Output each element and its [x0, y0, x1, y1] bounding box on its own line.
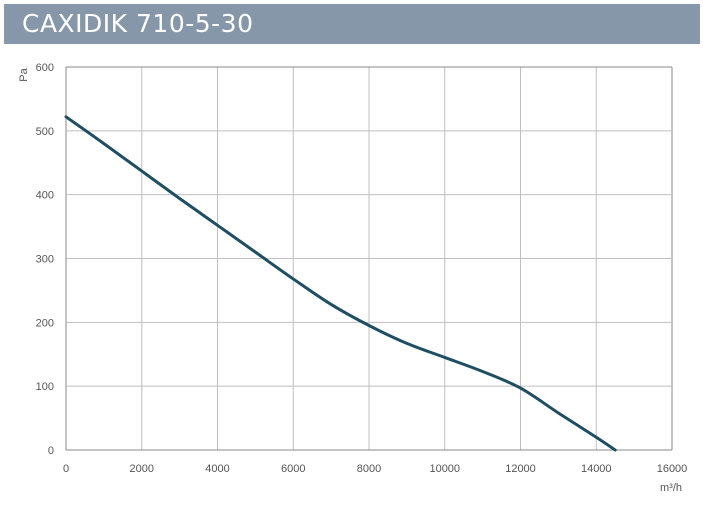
- y-tick-label: 500: [36, 126, 54, 138]
- y-tick-label: 600: [36, 62, 54, 74]
- x-tick-label: 6000: [281, 463, 305, 475]
- x-tick-label: 12000: [505, 463, 536, 475]
- x-tick-label: 2000: [130, 463, 154, 475]
- y-tick-label: 100: [36, 381, 54, 393]
- y-tick-label: 0: [48, 445, 54, 457]
- x-tick-label: 10000: [429, 463, 460, 475]
- x-tick-label: 16000: [657, 463, 688, 475]
- y-tick-label: 200: [36, 317, 54, 329]
- chart-title: CAXIDIK 710-5-30: [22, 9, 254, 38]
- title-bar: CAXIDIK 710-5-30: [4, 4, 700, 44]
- x-axis-unit: m³/h: [660, 482, 682, 494]
- y-tick-label: 400: [36, 190, 54, 202]
- x-tick-label: 0: [63, 463, 69, 475]
- x-tick-label: 8000: [357, 463, 381, 475]
- x-tick-label: 4000: [205, 463, 229, 475]
- performance-curve: [64, 115, 617, 452]
- y-axis-unit: Pa: [18, 67, 30, 81]
- x-tick-label: 14000: [581, 463, 612, 475]
- y-tick-label: 300: [36, 254, 54, 266]
